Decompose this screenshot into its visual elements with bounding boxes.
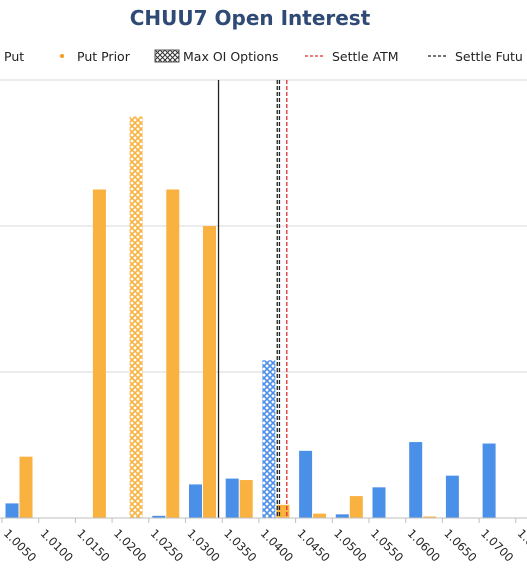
legend-item: Settle Futu (428, 49, 523, 64)
put-bar-1.0500 (349, 496, 363, 518)
chart-title: CHUU7 Open Interest (130, 6, 371, 30)
call-bar-1.0400 (262, 360, 276, 518)
legend-label: Settle ATM (332, 49, 399, 64)
bars (5, 116, 496, 518)
legend-item: Put (4, 49, 24, 64)
legend-item: Settle ATM (305, 49, 399, 64)
put-bar-1.0400 (276, 504, 290, 518)
put-bar-1.0350 (239, 480, 253, 518)
legend-label: Put (4, 49, 24, 64)
put-bar-1.0450 (313, 513, 327, 518)
legend-item: Max OI Options (154, 49, 279, 64)
legend-hatch-swatch (154, 49, 180, 63)
call-bar-1.0350 (225, 478, 239, 518)
x-tick-label: 1.0550 (368, 526, 406, 564)
x-tick-label: 1.0750 (515, 526, 527, 564)
put-bar-1.0150 (92, 189, 106, 518)
call-bar-1.0050 (5, 503, 19, 518)
legend-label: Settle Futu (455, 49, 523, 64)
call-bar-1.0250 (152, 515, 166, 518)
put-bar-1.0600 (423, 516, 437, 518)
x-tick-label: 1.0650 (441, 526, 479, 564)
gridlines (0, 79, 527, 373)
legend-dot-icon (60, 54, 64, 58)
settle-lines (217, 80, 288, 518)
x-tick-label: 1.0350 (221, 526, 259, 564)
x-tick-label: 1.0450 (294, 526, 332, 564)
put-bar-1.0300 (203, 226, 216, 518)
legend: Put Put Prior Max OI Options Settle ATM Sett… (0, 49, 527, 81)
put-bar-1.0250 (166, 189, 180, 518)
x-tick-label: 1.0700 (478, 526, 516, 564)
legend-item: Put Prior (60, 49, 131, 64)
call-bar-1.0300 (189, 484, 202, 518)
legend-label: Max OI Options (183, 49, 279, 64)
x-tick-label: 1.0300 (184, 526, 222, 564)
x-tick-label: 1.0200 (111, 526, 149, 564)
x-axis: 1.00501.01001.01501.02001.02501.03001.03… (0, 517, 527, 565)
call-bar-1.0550 (372, 487, 386, 518)
x-tick-label: 1.0100 (38, 526, 76, 564)
x-tick-label: 1.0050 (1, 526, 39, 564)
x-tick-label: 1.0500 (331, 526, 369, 564)
x-tick-label: 1.0250 (148, 526, 186, 564)
call-bar-1.0700 (482, 443, 496, 518)
x-tick-label: 1.0150 (74, 526, 112, 564)
x-tick-label: 1.0400 (258, 526, 296, 564)
put-bar-1.0200 (129, 116, 143, 518)
call-bar-1.0600 (409, 442, 423, 518)
x-tick-label: 1.0600 (405, 526, 443, 564)
put-bar-1.0050 (19, 456, 33, 518)
call-bar-1.0650 (445, 475, 459, 518)
call-bar-1.0500 (335, 514, 349, 518)
call-bar-1.0450 (299, 450, 313, 518)
legend-label: Put Prior (77, 49, 131, 64)
